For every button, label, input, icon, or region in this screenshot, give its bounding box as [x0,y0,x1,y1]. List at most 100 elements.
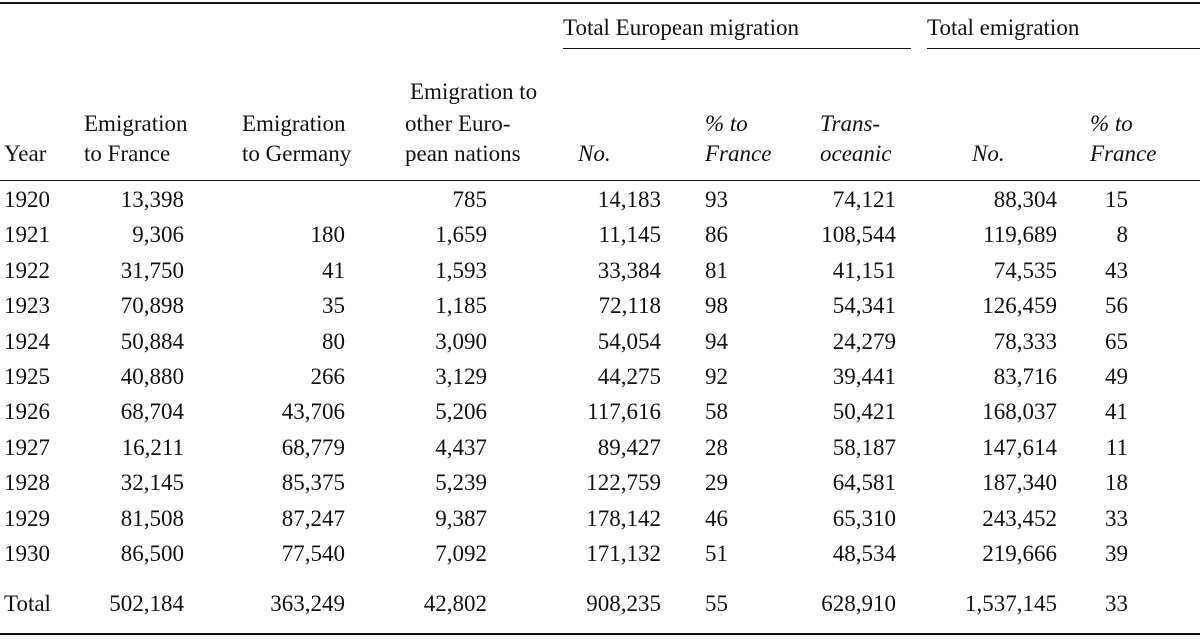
table-row: 1928 32,145 85,375 5,239 122,759 29 64,581 187,… [0,465,1200,501]
table-row: 1920 13,398 785 14,183 93 74,121 88,304 15 [0,182,1200,218]
col-header-germany-line2: to Germany [242,141,352,166]
cell-total-no: 187,340 [982,470,1057,495]
cell-other: 9,387 [435,506,487,531]
cell-germany: 77,540 [281,541,345,566]
cell-european-pct: 86 [705,222,728,247]
cell-european-pct: 46 [705,506,728,531]
cell-total-pct: 39 [1105,541,1128,566]
cell-total-no: 88,304 [993,187,1057,212]
cell-european-no: 54,054 [597,329,661,354]
table-total-row: Total 502,184 363,249 42,802 908,235 55 628,91… [0,586,1200,622]
cell-other: 3,129 [435,364,487,389]
cell-france: 32,145 [120,470,184,495]
cell-european-no: 178,142 [586,506,661,531]
cell-transoceanic: 65,310 [832,506,896,531]
cell-other: 42,802 [423,591,487,616]
cell-total-pct: 8 [1116,222,1129,247]
cell-france: 16,211 [121,435,184,460]
cell-year: 1928 [4,470,50,495]
col-header-germany-line1: Emigration [242,111,346,136]
cell-european-pct: 58 [705,399,728,424]
cell-year: 1924 [4,329,50,354]
cell-total-no: 126,459 [982,293,1057,318]
cell-year: 1921 [4,222,50,247]
group-rule-european [563,48,911,49]
table-row: 1930 86,500 77,540 7,092 171,132 51 48,534 219,… [0,536,1200,572]
col-header-european-pct-line1: % to [705,111,748,136]
cell-total-pct: 11 [1105,435,1128,460]
cell-germany: 87,247 [281,506,345,531]
table-row: 1925 40,880 266 3,129 44,275 92 39,441 83,716 49 [0,359,1200,395]
table-bottom-rule [0,633,1200,635]
cell-european-pct: 81 [705,258,728,283]
table-row: 1929 81,508 87,247 9,387 178,142 46 65,310 243,… [0,501,1200,537]
cell-european-pct: 94 [705,329,728,354]
cell-total-no: 119,689 [983,222,1057,247]
cell-european-no: 908,235 [586,591,661,616]
cell-total-no: 168,037 [982,399,1057,424]
cell-total-pct: 41 [1105,399,1128,424]
group-header-total: Total emigration [927,15,1080,40]
cell-year: 1930 [4,541,50,566]
cell-germany: 43,706 [281,399,345,424]
cell-european-no: 89,427 [597,435,661,460]
cell-european-no: 122,759 [586,470,661,495]
col-header-european-no: No. [578,141,611,166]
table-row: 1926 68,704 43,706 5,206 117,616 58 50,421 168,… [0,394,1200,430]
cell-total-pct: 18 [1105,470,1128,495]
table-row: 1924 50,884 80 3,090 54,054 94 24,279 78,333 65 [0,324,1200,360]
col-header-other-line2: other Euro- [405,111,511,136]
cell-other: 1,185 [435,293,487,318]
cell-european-no: 33,384 [597,258,661,283]
group-header-european: Total European migration [563,15,799,40]
cell-total-pct: 43 [1105,258,1128,283]
cell-european-pct: 55 [705,591,728,616]
cell-transoceanic: 39,441 [832,364,896,389]
col-header-total-no: No. [972,141,1005,166]
cell-european-pct: 28 [705,435,728,460]
cell-year: 1925 [4,364,50,389]
cell-year: 1922 [4,258,50,283]
group-rule-total [927,48,1200,49]
cell-year: Total [4,591,51,616]
cell-germany: 266 [310,364,346,389]
cell-other: 785 [452,187,488,212]
table-row: 1923 70,898 35 1,185 72,118 98 54,341 126,459 56 [0,288,1200,324]
cell-total-no: 83,716 [993,364,1057,389]
cell-european-pct: 29 [705,470,728,495]
cell-european-no: 171,132 [586,541,661,566]
cell-total-pct: 49 [1105,364,1128,389]
cell-france: 40,880 [120,364,184,389]
cell-transoceanic: 628,910 [821,591,896,616]
cell-european-pct: 98 [705,293,728,318]
cell-transoceanic: 48,534 [832,541,896,566]
cell-total-pct: 33 [1105,506,1128,531]
col-header-total-pct-line1: % to [1090,111,1133,136]
cell-germany: 180 [310,222,346,247]
cell-transoceanic: 58,187 [832,435,896,460]
cell-transoceanic: 41,151 [832,258,896,283]
cell-germany: 68,779 [281,435,345,460]
cell-germany: 80 [322,329,345,354]
cell-germany: 41 [322,258,345,283]
cell-transoceanic: 74,121 [832,187,896,212]
cell-germany: 363,249 [270,591,345,616]
cell-year: 1920 [4,187,50,212]
col-header-transoceanic-line2: oceanic [820,141,892,166]
cell-france: 50,884 [120,329,184,354]
cell-germany: 35 [322,293,345,318]
cell-other: 4,437 [435,435,487,460]
cell-total-no: 74,535 [993,258,1057,283]
cell-total-no: 147,614 [982,435,1057,460]
table-top-rule [0,2,1200,4]
col-header-year: Year [4,141,47,166]
cell-total-no: 243,452 [982,506,1057,531]
cell-year: 1929 [4,506,50,531]
cell-european-pct: 92 [705,364,728,389]
cell-france: 81,508 [120,506,184,531]
cell-total-pct: 15 [1105,187,1128,212]
cell-france: 9,306 [132,222,184,247]
col-header-transoceanic-line1: Trans- [820,111,881,136]
table-row: 1921 9,306 180 1,659 11,145 86 108,544 119,689 8 [0,217,1200,253]
cell-european-no: 72,118 [598,293,661,318]
